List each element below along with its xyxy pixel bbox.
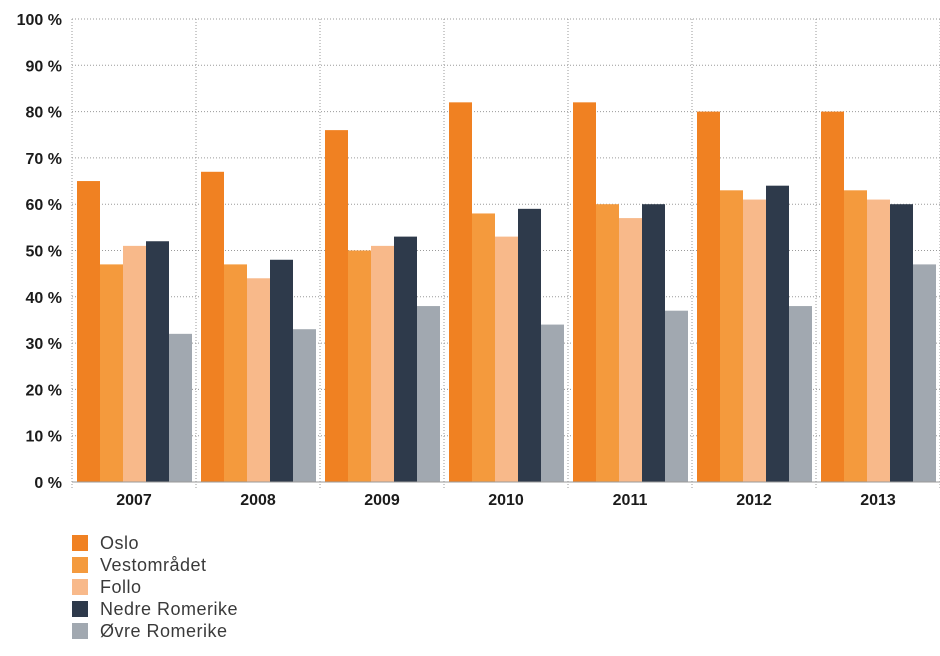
legend-swatch: [72, 557, 88, 573]
y-tick-label: 30 %: [26, 336, 62, 353]
y-tick-label: 10 %: [26, 429, 62, 446]
legend-item: Vestområdet: [72, 554, 238, 576]
y-tick-label: 100 %: [17, 12, 62, 29]
legend-label: Øvre Romerike: [100, 620, 228, 641]
bar-chart: 0 % 10 % 20 % 30 % 40 % 50 % 60 % 70 % 80 % 90 % 1…: [17, 12, 940, 509]
bar: [890, 204, 913, 482]
axes: 0 % 10 % 20 % 30 % 40 % 50 % 60 % 70 % 80 % 90 % 1…: [17, 12, 940, 509]
bar: [495, 236, 518, 482]
bar: [642, 204, 665, 482]
bar: [293, 329, 316, 482]
bar: [146, 241, 169, 482]
bar: [913, 264, 936, 482]
bar: [596, 204, 619, 482]
bar: [224, 264, 247, 482]
bar: [743, 199, 766, 482]
bar: [697, 111, 720, 482]
bar: [720, 190, 743, 482]
bar: [518, 208, 541, 482]
legend-label: Follo: [100, 576, 142, 597]
y-tick-label: 50 %: [26, 244, 62, 261]
bar: [123, 245, 146, 482]
y-tick-label: 70 %: [26, 151, 62, 168]
bar: [270, 259, 293, 482]
x-tick-label: 2011: [613, 492, 648, 509]
legend-label: Vestområdet: [100, 554, 207, 575]
bar: [472, 213, 495, 482]
bar: [573, 102, 596, 482]
bar: [371, 245, 394, 482]
bar: [325, 130, 348, 482]
legend-label: Oslo: [100, 532, 140, 553]
legend-item: Øvre Romerike: [72, 620, 238, 642]
bar: [348, 250, 371, 482]
bar: [394, 236, 417, 482]
x-tick-label: 2012: [736, 492, 772, 509]
legend-swatch: [72, 579, 88, 595]
bars: [77, 102, 936, 483]
legend-item: Follo: [72, 576, 238, 598]
bar: [201, 171, 224, 483]
bar: [247, 278, 270, 482]
y-tick-label: 80 %: [26, 105, 62, 122]
x-tick-label: 2010: [488, 492, 524, 509]
y-tick-label: 0 %: [34, 475, 62, 492]
bar: [789, 306, 812, 482]
legend-swatch: [72, 535, 88, 551]
bar: [77, 181, 100, 483]
bar: [541, 324, 564, 482]
x-tick-label: 2007: [116, 492, 152, 509]
y-tick-label: 40 %: [26, 290, 62, 307]
bar: [867, 199, 890, 482]
legend-item: Nedre Romerike: [72, 598, 238, 620]
bar: [844, 190, 867, 482]
bar: [619, 218, 642, 482]
legend: Oslo Vestområdet Follo Nedre Romerike Øvre R…: [72, 532, 238, 642]
bar: [100, 264, 123, 482]
legend-item: Oslo: [72, 532, 238, 554]
bar: [821, 111, 844, 482]
x-tick-label: 2008: [240, 492, 276, 509]
legend-swatch: [72, 623, 88, 639]
bar: [766, 185, 789, 482]
bar: [665, 310, 688, 482]
bar: [169, 333, 192, 482]
x-tick-label: 2009: [364, 492, 400, 509]
legend-label: Nedre Romerike: [100, 598, 239, 619]
y-tick-label: 60 %: [26, 197, 62, 214]
bar: [449, 102, 472, 482]
y-tick-label: 20 %: [26, 382, 62, 399]
x-tick-label: 2013: [860, 492, 896, 509]
legend-swatch: [72, 601, 88, 617]
y-tick-label: 90 %: [26, 58, 62, 75]
bar: [417, 306, 440, 482]
